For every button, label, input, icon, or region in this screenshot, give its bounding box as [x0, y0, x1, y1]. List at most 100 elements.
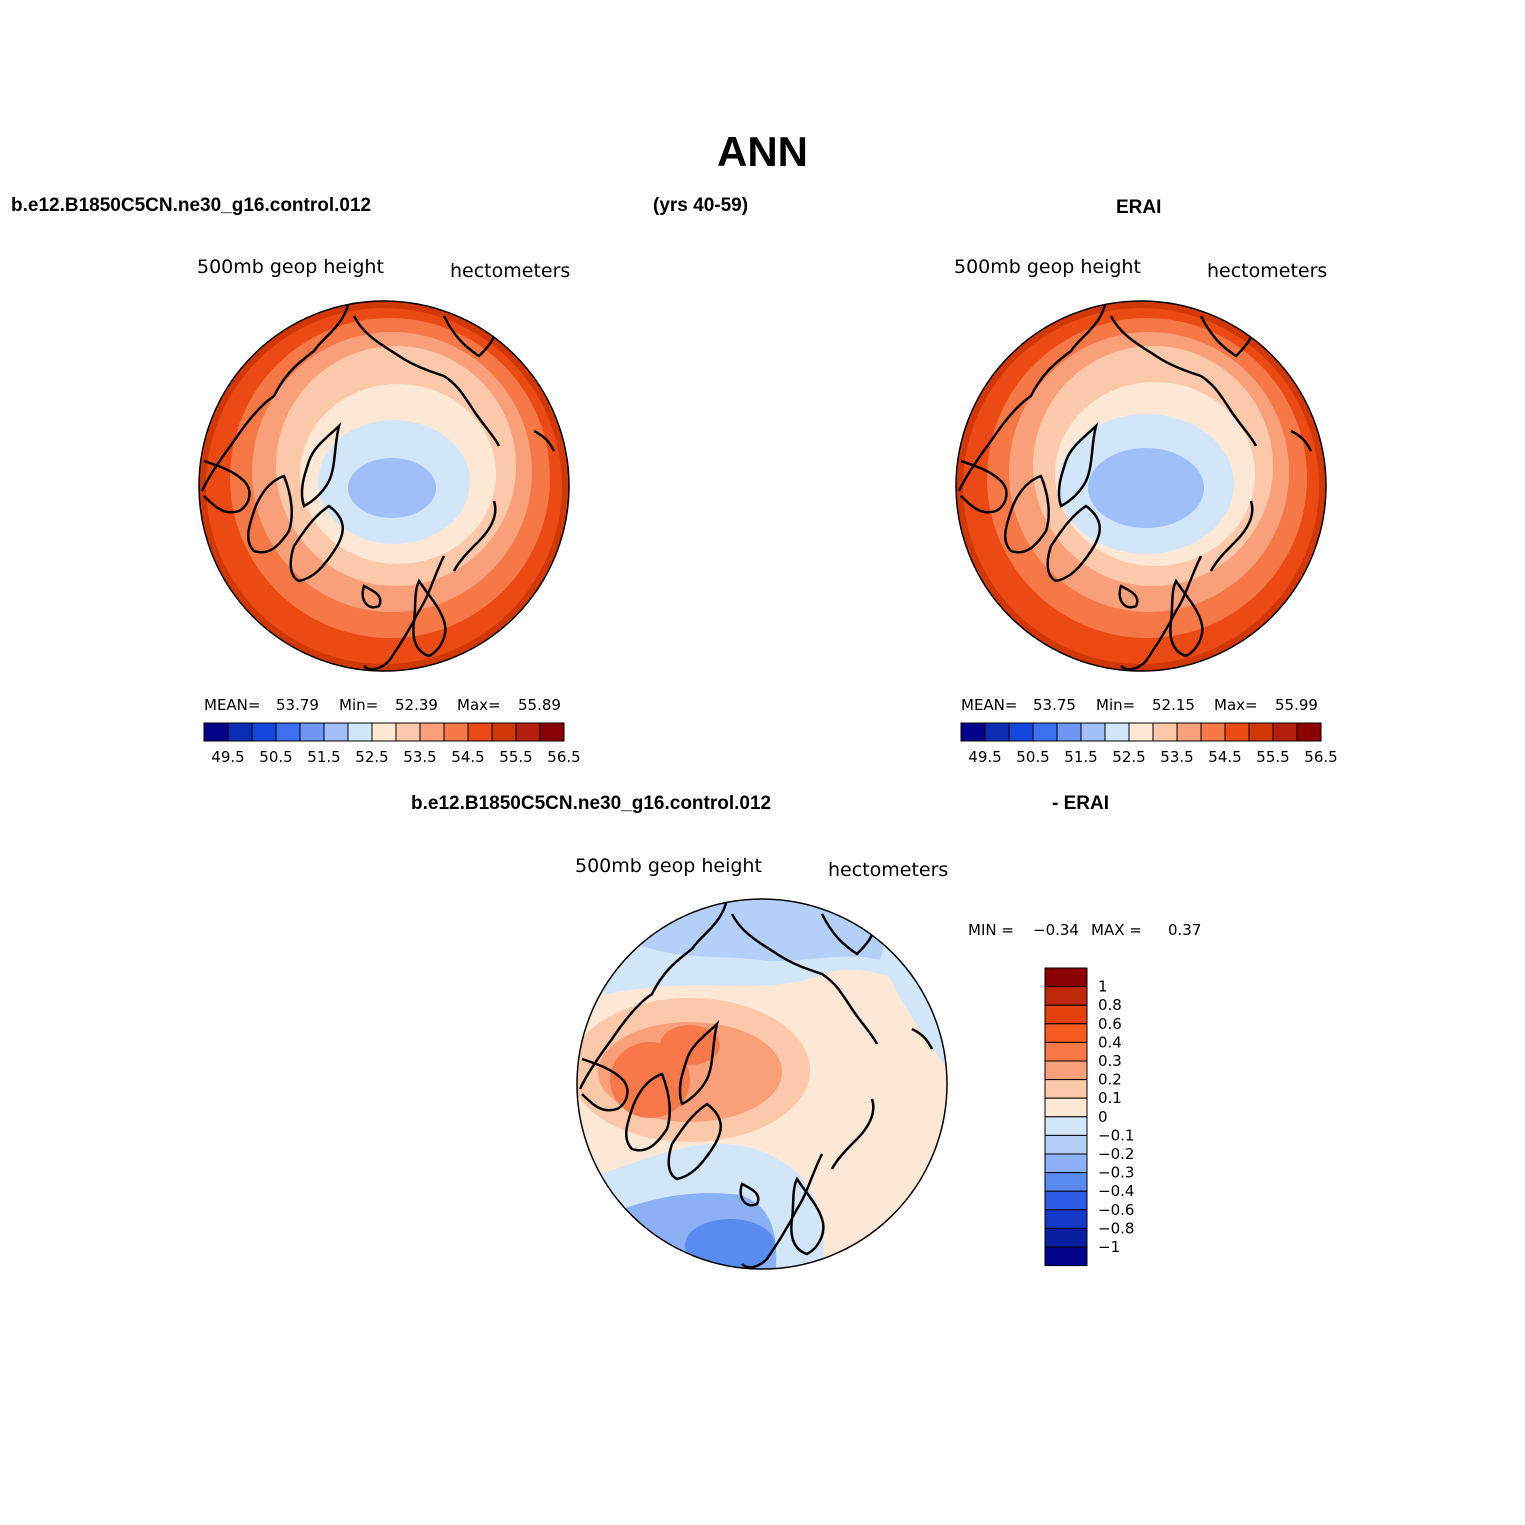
obs-colorbar-swatch — [1200, 722, 1226, 742]
obs-colorbar-swatch — [1056, 722, 1082, 742]
diff-colorbar-swatch — [1044, 1209, 1088, 1229]
model-colorbar: 49.5 50.5 51.5 52.5 53.5 54.5 55.5 56.5 — [203, 722, 581, 766]
diff-colorbar-tick-label: −0.6 — [1098, 1201, 1134, 1219]
obs-colorbar-tick-label: 56.5 — [1304, 748, 1337, 766]
diff-colorbar-swatch — [1044, 1227, 1088, 1248]
model-max-value: 55.89 — [518, 696, 561, 714]
obs-map — [956, 301, 1326, 671]
diff-colorbar-tick-label: −1 — [1098, 1238, 1120, 1256]
diff-colorbar-tick-label: 0.8 — [1098, 996, 1122, 1014]
diff-colorbar-swatch — [1044, 1060, 1088, 1081]
diff-colorbar-swatch — [1044, 967, 1088, 988]
diff-variable-label: 500mb geop height — [575, 855, 762, 877]
obs-min-value: 52.15 — [1152, 696, 1195, 714]
obs-variable-label: 500mb geop height — [954, 256, 1141, 278]
obs-colorbar-tick-label: 52.5 — [1112, 748, 1145, 766]
obs-colorbar-swatch — [984, 722, 1010, 742]
diff-colorbar-swatch — [1044, 1041, 1088, 1062]
diff-colorbar-tick-label: −0.4 — [1098, 1182, 1134, 1200]
diff-colorbar-tick-label: 0.3 — [1098, 1052, 1122, 1070]
case-name-label: b.e12.B1850C5CN.ne30_g16.control.012 — [11, 195, 372, 216]
diff-max-value: 0.37 — [1168, 921, 1202, 939]
obs-colorbar-tick-label: 51.5 — [1064, 748, 1097, 766]
diff-colorbar-tick-label: 1 — [1098, 978, 1108, 996]
diff-colorbar-tick-label: 0.4 — [1098, 1033, 1122, 1051]
diff-colorbar-tick-label: 0.1 — [1098, 1089, 1122, 1107]
model-colorbar-tick-label: 55.5 — [499, 748, 532, 766]
diff-colorbar-tick-label: −0.2 — [1098, 1145, 1134, 1163]
model-max-label: Max= — [457, 696, 501, 714]
diff-colorbar-swatch — [1044, 1153, 1088, 1174]
obs-mean-value: 53.75 — [1033, 696, 1076, 714]
obs-max-label: Max= — [1214, 696, 1258, 714]
diff-map — [577, 899, 947, 1269]
obs-colorbar-swatch — [1104, 722, 1130, 742]
diff-case-name-label: b.e12.B1850C5CN.ne30_g16.control.012 — [411, 793, 772, 814]
obs-colorbar-swatch — [1032, 722, 1058, 742]
model-map-border — [198, 300, 570, 672]
obs-colorbar-swatch — [1272, 722, 1298, 742]
obs-map-border — [955, 300, 1327, 672]
diff-colorbar-swatch — [1044, 1097, 1088, 1118]
obs-colorbar-swatch — [1296, 722, 1322, 742]
obs-colorbar-swatch — [1176, 722, 1202, 742]
diff-colorbar-swatch — [1044, 986, 1088, 1006]
diff-colorbar-swatch — [1044, 1079, 1088, 1099]
obs-colorbar-tick-label: 50.5 — [1016, 748, 1049, 766]
model-colorbar-tick-label: 49.5 — [211, 748, 244, 766]
model-units-label: hectometers — [450, 260, 571, 282]
diff-colorbar-tick-label: −0.3 — [1098, 1164, 1134, 1182]
model-colorbar-tick-label: 51.5 — [307, 748, 340, 766]
model-colorbar-swatch — [251, 722, 277, 742]
model-colorbar-swatch — [491, 722, 517, 742]
obs-colorbar-swatch — [960, 722, 986, 742]
obs-colorbar-swatch — [1128, 722, 1154, 742]
obs-colorbar-tick-label: 53.5 — [1160, 748, 1193, 766]
diff-colorbar-swatch — [1044, 1172, 1088, 1192]
model-colorbar-tick-label: 53.5 — [403, 748, 436, 766]
diff-min-value: −0.34 — [1033, 921, 1079, 939]
obs-colorbar-swatch — [1248, 722, 1274, 742]
model-colorbar-swatch — [323, 722, 349, 742]
obs-colorbar-tick-label: 54.5 — [1208, 748, 1241, 766]
obs-colorbar: 49.5 50.5 51.5 52.5 53.5 54.5 55.5 56.5 — [960, 722, 1338, 766]
diff-colorbar-swatch — [1044, 1190, 1088, 1211]
obs-units-label: hectometers — [1207, 260, 1328, 282]
diff-colorbar-tick-label: 0 — [1098, 1108, 1108, 1126]
obs-colorbar-swatch — [1152, 722, 1178, 742]
model-mean-value: 53.79 — [276, 696, 319, 714]
diff-units-label: hectometers — [828, 859, 949, 881]
obs-colorbar-swatch — [1080, 722, 1106, 742]
model-map — [199, 301, 569, 671]
model-colorbar-tick-label: 54.5 — [451, 748, 484, 766]
model-variable-label: 500mb geop height — [197, 256, 384, 278]
model-colorbar-tick-label: 52.5 — [355, 748, 388, 766]
diff-max-label: MAX = — [1091, 921, 1142, 939]
model-colorbar-swatch — [203, 722, 229, 742]
model-colorbar-swatch — [539, 722, 565, 742]
diff-colorbar: 10.80.60.40.30.20.10−0.1−0.2−0.3−0.4−0.6… — [1044, 967, 1134, 1267]
obs-colorbar-swatch — [1224, 722, 1250, 742]
model-colorbar-swatch — [299, 722, 325, 742]
model-colorbar-swatch — [419, 722, 445, 742]
diff-min-label: MIN = — [968, 921, 1014, 939]
model-colorbar-tick-label: 50.5 — [259, 748, 292, 766]
diff-colorbar-tick-label: −0.1 — [1098, 1126, 1134, 1144]
years-label: (yrs 40-59) — [653, 195, 749, 216]
model-colorbar-swatch — [395, 722, 421, 742]
obs-colorbar-tick-label: 49.5 — [968, 748, 1001, 766]
diff-map-border — [576, 898, 948, 1270]
model-colorbar-swatch — [275, 722, 301, 742]
diff-colorbar-tick-label: −0.8 — [1098, 1219, 1134, 1237]
diff-colorbar-swatch — [1044, 1023, 1088, 1043]
obs-max-value: 55.99 — [1275, 696, 1318, 714]
model-colorbar-swatch — [227, 722, 253, 742]
diff-colorbar-swatch — [1044, 1004, 1088, 1025]
diff-colorbar-tick-label: 0.2 — [1098, 1071, 1122, 1089]
obs-colorbar-swatch — [1008, 722, 1034, 742]
obs-mean-label: MEAN= — [961, 696, 1018, 714]
model-colorbar-swatch — [443, 722, 469, 742]
diff-colorbar-swatch — [1044, 1134, 1088, 1155]
model-colorbar-swatch — [371, 722, 397, 742]
